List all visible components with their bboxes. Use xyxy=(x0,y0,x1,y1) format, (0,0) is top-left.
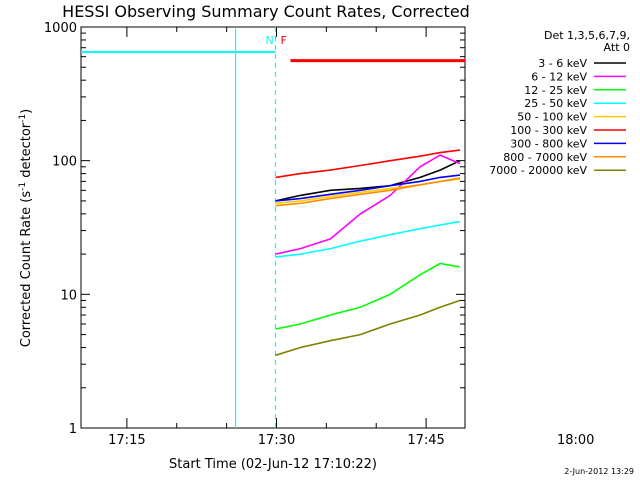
y-axis-label-end: ) xyxy=(19,109,34,114)
plot-frame xyxy=(80,26,466,429)
legend-entry-label: 7000 - 20000 keV xyxy=(489,164,587,177)
y-axis-label-sup2: -1 xyxy=(18,114,28,123)
x-tick-label: 17:30 xyxy=(258,433,295,448)
legend-entry-label: 800 - 7000 keV xyxy=(503,151,587,164)
legend-entry-label: 12 - 25 keV xyxy=(524,84,587,97)
legend-entry-label: 6 - 12 keV xyxy=(531,70,587,83)
y-axis-label-main: Corrected Count Rate (s xyxy=(19,191,34,348)
y-axis-label: Corrected Count Rate (s-1 detector-1) xyxy=(18,109,34,347)
legend-header-line2: Att 0 xyxy=(604,41,630,54)
state-bars xyxy=(81,27,465,428)
series-line xyxy=(275,174,461,202)
x-tick-label: 17:15 xyxy=(108,433,145,448)
series-line xyxy=(275,149,461,179)
y-tick-label: 1000 xyxy=(44,21,77,36)
legend-entry-label: 3 - 6 keV xyxy=(538,57,587,70)
y-axis-label-mid: detector xyxy=(19,122,34,182)
x-tick-label: 18:00 xyxy=(557,433,594,448)
chart-title: HESSI Observing Summary Count Rates, Cor… xyxy=(62,2,470,21)
legend-entry-label: 25 - 50 keV xyxy=(524,97,587,110)
y-axis-label-sup1: -1 xyxy=(18,182,28,191)
series-line xyxy=(275,262,461,330)
y-tick-label: 1 xyxy=(69,422,77,437)
series-line xyxy=(275,159,461,202)
series-line xyxy=(275,299,461,357)
series-line xyxy=(275,220,461,258)
series-line xyxy=(275,177,461,207)
x-axis-label: Start Time (02-Jun-12 17:10:22) xyxy=(169,457,377,472)
series-layer xyxy=(275,149,461,357)
legend-entry-label: 300 - 800 keV xyxy=(510,137,587,150)
state-marker-label: N xyxy=(265,34,273,47)
series-line xyxy=(275,154,461,255)
legend-entry-label: 50 - 100 keV xyxy=(517,111,587,124)
render-timestamp: 2-Jun-2012 13:29 xyxy=(564,467,634,476)
y-tick-labels: 1 10 100 1000 xyxy=(44,21,77,437)
state-marker-label: F xyxy=(280,34,286,47)
x-tick-label: 17:45 xyxy=(407,433,444,448)
axis-ticks xyxy=(81,26,465,429)
y-tick-label: 10 xyxy=(60,288,77,303)
y-tick-label: 100 xyxy=(52,155,77,170)
legend-entry-label: 100 - 300 keV xyxy=(510,124,587,137)
legend-header-line1: Det 1,3,5,6,7,9, xyxy=(544,29,630,42)
